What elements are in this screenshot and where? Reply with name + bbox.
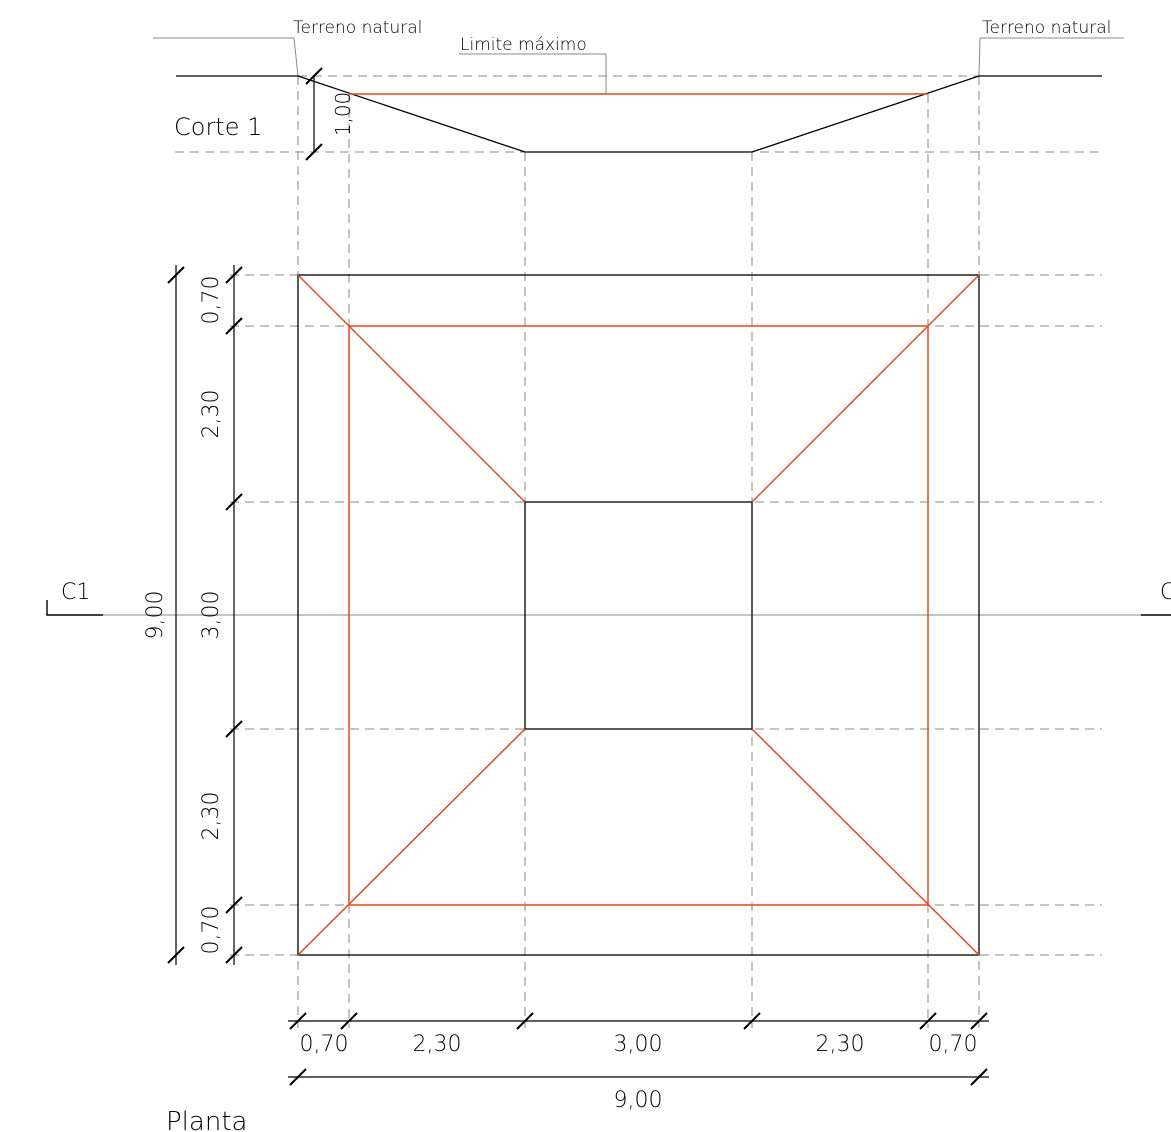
leader-limite: [459, 53, 607, 94]
vertical-dimension-total: [167, 265, 185, 965]
leader-terreno-left: [153, 37, 299, 77]
vertical-dimension-chain: [225, 265, 243, 965]
vertical-dim-label-3: 3,00: [199, 591, 224, 640]
section-mark-left-label: C1: [61, 580, 90, 605]
horizontal-dim-label-3: 3,00: [614, 1032, 663, 1057]
terreno-label-right: Terreno natural: [982, 18, 1111, 38]
vertical-dim-total-label: 9,00: [143, 591, 168, 640]
planta-title: Planta: [166, 1107, 247, 1132]
section-mark-right-label: C: [1160, 580, 1171, 605]
vertical-dim-label-4: 2,30: [199, 792, 224, 841]
leader-terreno-right: [978, 37, 1124, 77]
limite-maximo-outline: [348, 325, 929, 906]
horizontal-dimension-total: [288, 1068, 989, 1086]
horizontal-dim-label-4: 2,30: [816, 1032, 865, 1057]
horizontal-dimension-chain: [288, 1012, 989, 1030]
leader-lines: [153, 37, 1124, 94]
slope-diagonals: [297, 274, 980, 956]
section-depth-dimension: [305, 67, 323, 161]
horizontal-dim-total-label: 9,00: [614, 1088, 663, 1113]
horizontal-dim-label-1: 0,70: [300, 1032, 349, 1057]
terreno-label-left: Terreno natural: [293, 18, 422, 38]
horizontal-dim-label-2: 2,30: [413, 1032, 462, 1057]
section-depth-label: 1,00: [331, 92, 355, 137]
excavation-profile: [176, 75, 1102, 153]
section-mark-left: [46, 600, 103, 616]
vertical-dim-label-2: 2,30: [199, 390, 224, 439]
outer-boundary: [297, 274, 980, 956]
excavation-bottom: [524, 501, 753, 730]
horizontal-dim-label-5: 0,70: [929, 1032, 978, 1057]
corte-title: Corte 1: [174, 113, 262, 141]
vertical-dim-label-1: 0,70: [199, 276, 224, 325]
construction-lines: [175, 75, 1102, 1028]
limite-label: Limite máximo: [460, 35, 587, 55]
vertical-dim-label-5: 0,70: [199, 906, 224, 955]
